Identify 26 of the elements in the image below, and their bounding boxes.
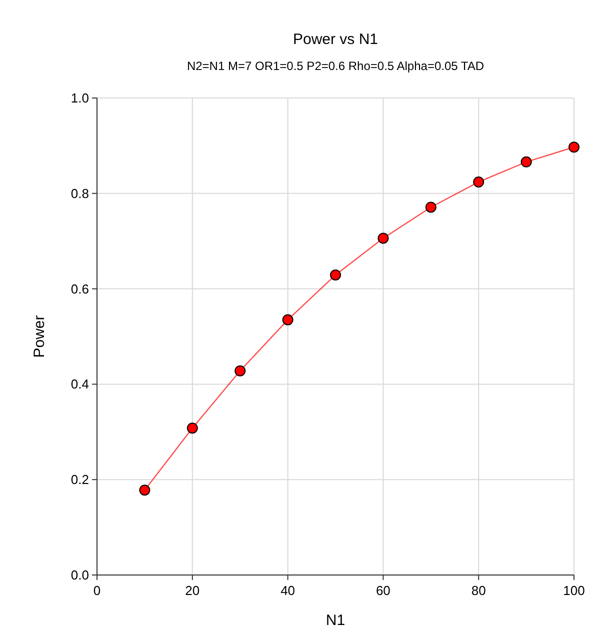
x-tick-label: 0 [93,583,101,598]
x-tick-label: 20 [185,583,200,598]
chart-subtitle: N2=N1 M=7 OR1=0.5 P2=0.6 Rho=0.5 Alpha=0.05 TAD [186,59,484,73]
point [330,269,341,280]
y-tick-label: 1.0 [70,90,89,106]
y-tick-label: 0.2 [70,472,89,488]
x-tick-label: 40 [280,583,296,598]
x-tick-label: 80 [471,583,486,598]
y-tick-label: 0.8 [70,186,89,201]
y-tick-label: 0.6 [70,281,89,296]
point [282,314,294,326]
point [234,365,246,376]
y-axis-title: Power [31,315,48,358]
point [520,156,532,168]
y-tick-label: 0.0 [70,568,89,582]
point [139,484,150,496]
chart-title: Power vs N1 [292,31,378,48]
x-axis-title: N1 [326,612,346,629]
point [186,422,198,434]
point [378,232,389,244]
point [473,176,484,188]
point [425,202,436,213]
x-tick-label: 60 [376,583,390,598]
x-tick-label: 100 [563,583,585,598]
point [568,142,580,153]
y-tick-label: 0.4 [70,376,89,392]
